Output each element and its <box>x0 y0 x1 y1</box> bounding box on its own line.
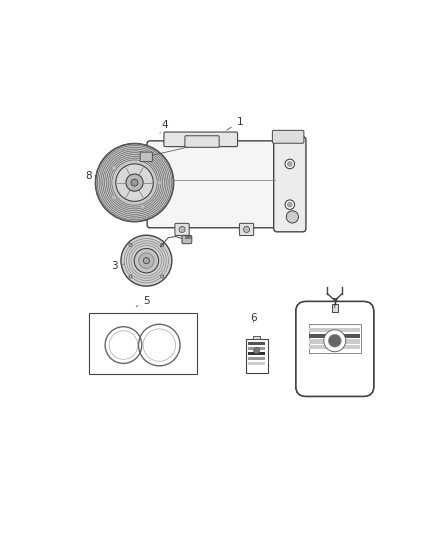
Circle shape <box>121 235 172 286</box>
FancyBboxPatch shape <box>175 223 189 236</box>
Circle shape <box>324 330 346 352</box>
FancyBboxPatch shape <box>185 136 219 147</box>
Text: 3: 3 <box>111 261 124 271</box>
FancyBboxPatch shape <box>182 236 192 244</box>
FancyBboxPatch shape <box>274 137 306 232</box>
Text: 6: 6 <box>250 313 257 324</box>
Bar <box>88 313 197 374</box>
Text: 1: 1 <box>227 117 243 130</box>
Circle shape <box>287 203 292 207</box>
Circle shape <box>131 179 138 186</box>
Bar <box>309 334 360 338</box>
Circle shape <box>143 257 149 264</box>
Text: 4: 4 <box>160 120 168 133</box>
Circle shape <box>129 275 132 278</box>
Bar <box>248 357 265 360</box>
Circle shape <box>140 156 145 161</box>
Circle shape <box>134 248 159 273</box>
Bar <box>246 339 268 373</box>
Circle shape <box>161 275 164 278</box>
Circle shape <box>140 204 145 209</box>
FancyBboxPatch shape <box>140 152 152 161</box>
Circle shape <box>286 211 298 223</box>
Text: 8: 8 <box>85 171 97 181</box>
Bar <box>309 340 360 344</box>
Circle shape <box>109 331 138 359</box>
FancyBboxPatch shape <box>147 141 282 228</box>
Bar <box>187 236 188 238</box>
FancyBboxPatch shape <box>272 131 304 143</box>
Bar <box>254 336 260 339</box>
Bar <box>248 342 265 345</box>
Circle shape <box>158 180 162 185</box>
Circle shape <box>244 227 250 232</box>
Bar <box>189 236 190 238</box>
Circle shape <box>112 195 117 200</box>
Circle shape <box>254 348 260 354</box>
FancyBboxPatch shape <box>164 132 237 147</box>
Bar <box>309 345 360 349</box>
FancyBboxPatch shape <box>296 302 374 397</box>
Circle shape <box>287 161 292 166</box>
Bar <box>332 304 338 312</box>
Circle shape <box>179 227 185 232</box>
Bar <box>309 328 360 332</box>
Circle shape <box>139 253 154 268</box>
Circle shape <box>129 243 132 246</box>
Text: 7: 7 <box>332 298 338 308</box>
Circle shape <box>116 164 153 201</box>
Bar <box>248 352 265 355</box>
Bar <box>309 324 361 353</box>
FancyBboxPatch shape <box>240 223 254 236</box>
Circle shape <box>161 243 164 246</box>
Text: 5: 5 <box>136 296 150 306</box>
Bar <box>248 347 265 350</box>
Circle shape <box>285 200 295 209</box>
Circle shape <box>95 143 173 222</box>
Circle shape <box>126 174 143 191</box>
Circle shape <box>328 334 341 347</box>
Bar <box>184 236 186 238</box>
Bar <box>248 362 265 365</box>
Circle shape <box>112 165 117 170</box>
Circle shape <box>285 159 295 168</box>
Circle shape <box>143 329 176 361</box>
